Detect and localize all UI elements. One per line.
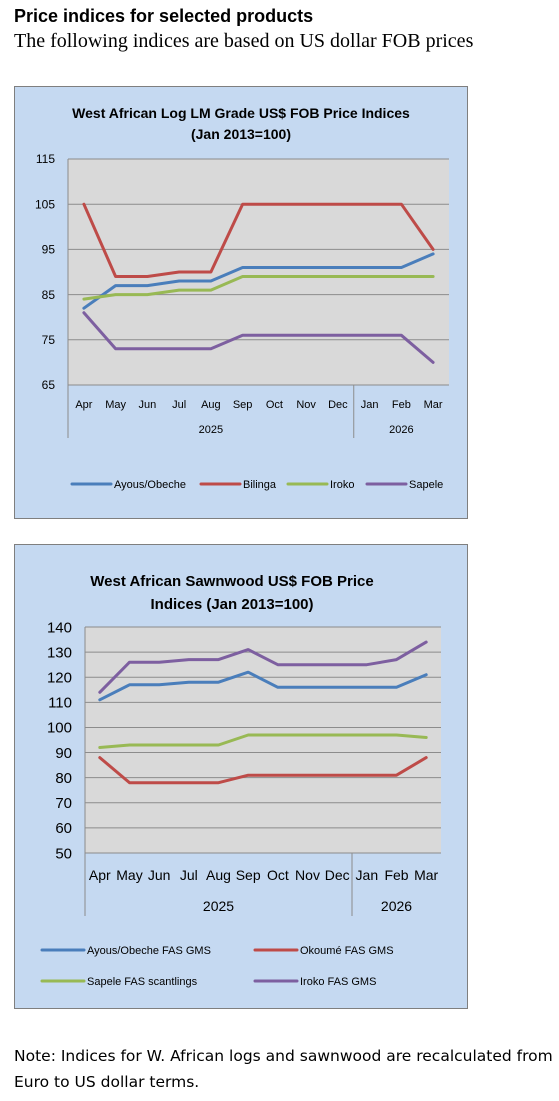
- sawnwood-chart-x-tick-label: Feb: [384, 867, 408, 883]
- log-chart-x-tick-label: Jan: [361, 399, 379, 411]
- sawnwood-chart-legend-label: Sapele FAS scantlings: [87, 976, 198, 988]
- sawnwood-chart-title-line: Indices (Jan 2013=100): [150, 596, 313, 613]
- sawnwood-chart-x-tick-label: Jul: [180, 867, 198, 883]
- sawnwood-chart-x-tick-label: Aug: [206, 867, 231, 883]
- sawnwood-chart-y-tick-label: 70: [55, 795, 72, 812]
- sawnwood-chart-y-tick-label: 80: [55, 770, 72, 787]
- log-chart-x-tick-label: Aug: [201, 399, 221, 411]
- sawnwood-chart-x-tick-label: Oct: [267, 867, 289, 883]
- log-chart-x-tick-label: Nov: [296, 399, 316, 411]
- log-chart-series-line-3: [82, 275, 435, 301]
- log-chart-x-tick-label: Feb: [392, 399, 411, 411]
- log-chart-x-tick-label: Oct: [266, 399, 283, 411]
- log-chart-title-line: (Jan 2013=100): [191, 126, 291, 142]
- log-chart-x-tick-label: Mar: [424, 399, 443, 411]
- sawnwood-chart-y-tick-label: 50: [55, 845, 72, 862]
- sawnwood-chart-y-tick-label: 90: [55, 745, 72, 762]
- log-chart-series-line-1: [82, 252, 435, 310]
- log-chart-title-line: West African Log LM Grade US$ FOB Price …: [72, 105, 410, 121]
- log-chart-x-tick-label: Jun: [139, 399, 157, 411]
- sawnwood-chart-x-tick-label: May: [116, 867, 142, 883]
- sawnwood-chart-plot-area: [85, 627, 441, 853]
- log-chart-y-tick-label: 115: [36, 152, 55, 166]
- sawnwood-chart-x-tick-label: Jan: [356, 867, 379, 883]
- sawnwood-price-chart: West African Sawnwood US$ FOB Price Indic…: [14, 544, 468, 1009]
- sawnwood-chart-series-line-4: [98, 640, 428, 694]
- log-chart-plot-area: [68, 159, 449, 385]
- log-chart-series-line-2: [82, 202, 435, 278]
- sawnwood-chart-y-tick-label: 120: [47, 669, 72, 686]
- log-chart-y-tick-label: 105: [35, 197, 55, 211]
- sawnwood-chart-year-label: 2025: [203, 898, 234, 914]
- log-chart-x-tick-label: May: [105, 399, 126, 411]
- sawnwood-chart-x-tick-label: Jun: [148, 867, 171, 883]
- log-chart-series-line-4: [82, 311, 435, 364]
- log-chart-y-tick-label: 75: [42, 333, 56, 347]
- sawnwood-chart-series-line-1: [98, 670, 428, 702]
- log-chart-y-tick-label: 95: [42, 243, 56, 257]
- sawnwood-chart-year-label: 2026: [381, 898, 412, 914]
- sawnwood-chart-legend-label: Iroko FAS GMS: [300, 976, 376, 988]
- log-chart-year-label: 2025: [199, 424, 223, 436]
- sawnwood-chart-x-tick-label: Nov: [295, 867, 320, 883]
- log-chart-x-tick-label: Apr: [75, 399, 92, 411]
- log-chart-y-tick-label: 65: [42, 378, 56, 392]
- log-chart-x-tick-label: Dec: [328, 399, 348, 411]
- page-subheading: The following indices are based on US do…: [14, 30, 474, 52]
- sawnwood-chart-series-line-2: [98, 756, 428, 785]
- log-chart-legend-label: Sapele: [409, 479, 443, 491]
- sawnwood-chart-legend-label: Okoumé FAS GMS: [300, 945, 394, 957]
- sawnwood-chart-y-tick-label: 60: [55, 820, 72, 837]
- sawnwood-chart-y-tick-label: 110: [48, 695, 72, 712]
- sawnwood-chart-y-tick-label: 140: [47, 619, 72, 636]
- log-chart-legend-label: Bilinga: [243, 479, 277, 491]
- log-price-chart-svg: West African Log LM Grade US$ FOB Price …: [35, 105, 449, 491]
- sawnwood-chart-title-line: West African Sawnwood US$ FOB Price: [90, 573, 373, 590]
- sawnwood-chart-legend-label: Ayous/Obeche FAS GMS: [87, 945, 211, 957]
- log-chart-legend-label: Ayous/Obeche: [114, 479, 186, 491]
- sawnwood-chart-series-line-3: [98, 733, 428, 749]
- sawnwood-chart-x-tick-label: Dec: [325, 867, 350, 883]
- log-chart-x-tick-label: Sep: [233, 399, 253, 411]
- log-price-chart: West African Log LM Grade US$ FOB Price …: [14, 86, 468, 519]
- sawnwood-chart-x-tick-label: Mar: [414, 867, 438, 883]
- log-chart-x-tick-label: Jul: [172, 399, 186, 411]
- sawnwood-chart-y-tick-label: 130: [47, 644, 72, 661]
- page-heading: Price indices for selected products: [14, 6, 314, 26]
- log-chart-year-label: 2026: [389, 424, 413, 436]
- sawnwood-chart-x-tick-label: Sep: [236, 867, 261, 883]
- sawnwood-price-chart-svg: West African Sawnwood US$ FOB Price Indic…: [40, 573, 441, 988]
- footnote: Note: Indices for W. African logs and sa…: [14, 1047, 553, 1091]
- sawnwood-chart-y-tick-label: 100: [47, 720, 72, 737]
- log-chart-legend-label: Iroko: [330, 479, 354, 491]
- sawnwood-chart-x-tick-label: Apr: [89, 867, 111, 883]
- log-chart-y-tick-label: 85: [42, 288, 56, 302]
